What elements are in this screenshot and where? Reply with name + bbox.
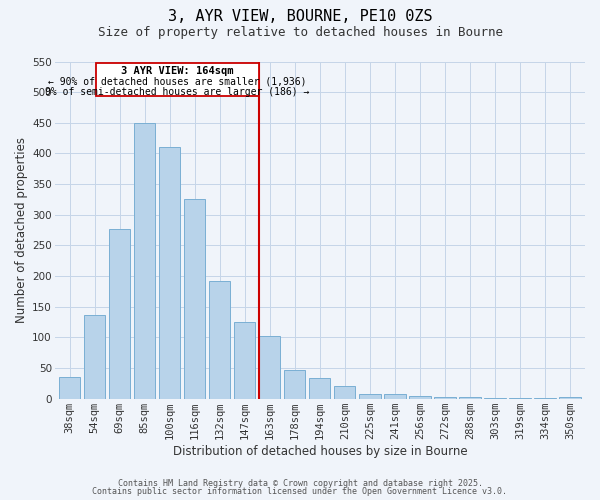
Text: 9% of semi-detached houses are larger (186) →: 9% of semi-detached houses are larger (1… bbox=[45, 86, 310, 97]
Bar bbox=[409, 396, 431, 398]
Bar bbox=[384, 394, 406, 398]
Bar bbox=[109, 229, 130, 398]
Bar bbox=[134, 123, 155, 398]
Bar bbox=[234, 322, 256, 398]
Bar bbox=[334, 386, 355, 398]
X-axis label: Distribution of detached houses by size in Bourne: Distribution of detached houses by size … bbox=[173, 444, 467, 458]
Text: ← 90% of detached houses are smaller (1,936): ← 90% of detached houses are smaller (1,… bbox=[48, 76, 307, 86]
Bar bbox=[259, 336, 280, 398]
Bar bbox=[284, 370, 305, 398]
Y-axis label: Number of detached properties: Number of detached properties bbox=[15, 137, 28, 323]
Bar bbox=[184, 200, 205, 398]
Bar bbox=[59, 377, 80, 398]
Text: 3, AYR VIEW, BOURNE, PE10 0ZS: 3, AYR VIEW, BOURNE, PE10 0ZS bbox=[167, 9, 433, 24]
Bar bbox=[84, 314, 106, 398]
Bar bbox=[309, 378, 331, 398]
Text: 3 AYR VIEW: 164sqm: 3 AYR VIEW: 164sqm bbox=[121, 66, 233, 76]
Bar bbox=[159, 148, 181, 398]
Bar bbox=[209, 281, 230, 398]
Text: Contains public sector information licensed under the Open Government Licence v3: Contains public sector information licen… bbox=[92, 487, 508, 496]
Text: Contains HM Land Registry data © Crown copyright and database right 2025.: Contains HM Land Registry data © Crown c… bbox=[118, 478, 482, 488]
Text: Size of property relative to detached houses in Bourne: Size of property relative to detached ho… bbox=[97, 26, 503, 39]
FancyBboxPatch shape bbox=[96, 62, 259, 96]
Bar bbox=[359, 394, 380, 398]
